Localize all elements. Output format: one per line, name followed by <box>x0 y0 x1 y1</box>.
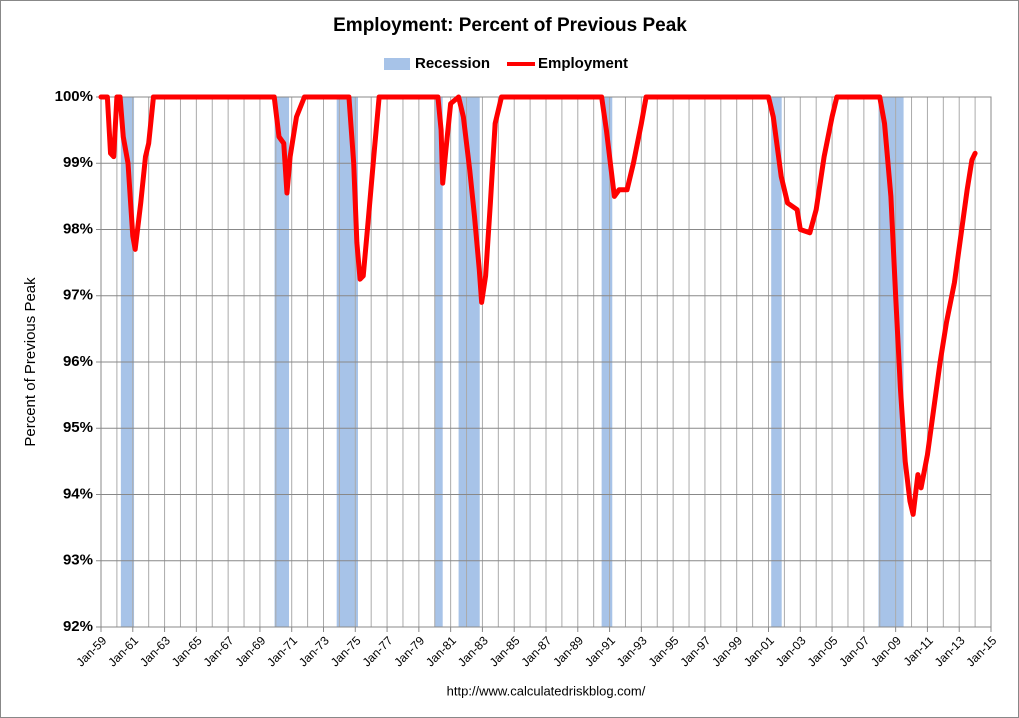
employment-line <box>98 94 978 517</box>
y-tick-label: 94% <box>63 485 93 502</box>
y-tick-label: 97% <box>63 287 93 304</box>
y-tick-label: 93% <box>63 552 93 569</box>
y-tick-label: 98% <box>63 220 93 237</box>
y-tick-label: 96% <box>63 353 93 370</box>
source-note: http://www.calculatedriskblog.com/ <box>447 683 646 698</box>
y-tick-label: 95% <box>63 419 93 436</box>
y-tick-label: 92% <box>63 618 93 635</box>
y-tick-label: 100% <box>55 88 93 105</box>
chart-title: Employment: Percent of Previous Peak <box>333 15 687 36</box>
legend-label: Employment <box>538 55 628 72</box>
legend-swatch <box>384 58 410 70</box>
y-tick-label: 99% <box>63 154 93 171</box>
y-axis-label: Percent of Previous Peak <box>22 277 39 447</box>
legend-label: Recession <box>415 55 490 72</box>
